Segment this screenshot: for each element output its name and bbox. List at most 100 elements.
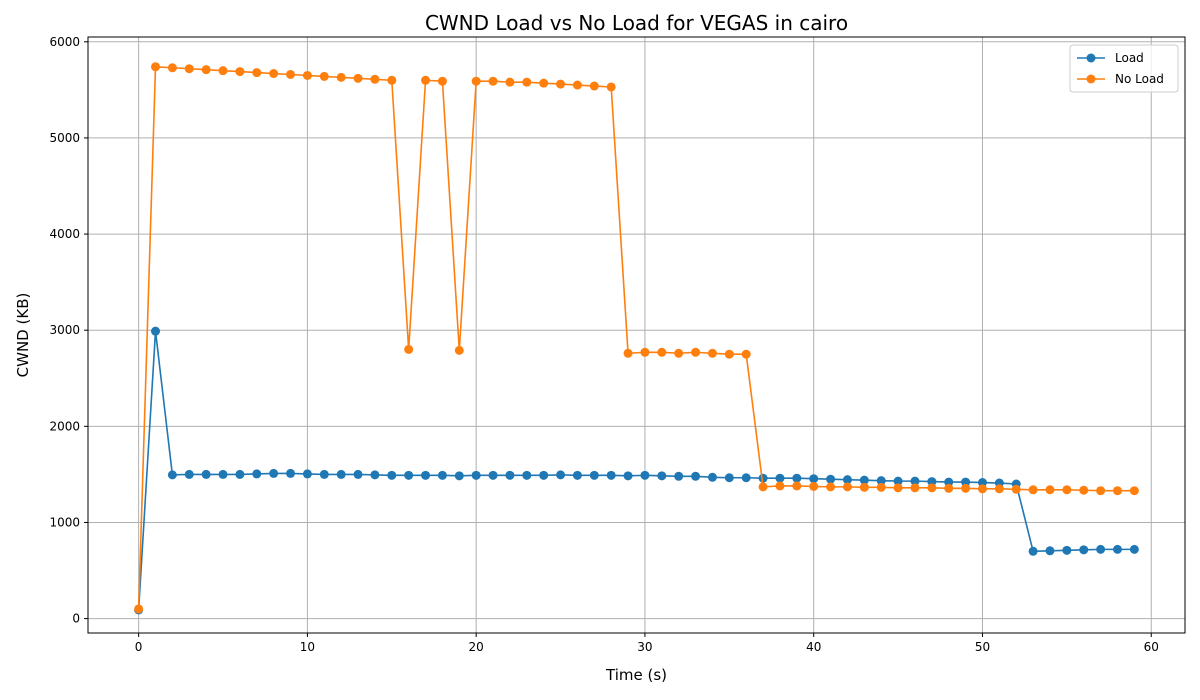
y-tick-label: 2000 (49, 419, 80, 433)
data-point-load (1112, 544, 1122, 554)
data-point-no-load (826, 482, 836, 492)
data-point-no-load (623, 348, 633, 358)
data-point-no-load (893, 483, 903, 493)
data-point-no-load (1062, 485, 1072, 495)
data-point-load (336, 469, 346, 479)
data-point-load (859, 475, 869, 485)
data-point-no-load (539, 78, 549, 88)
data-point-load (370, 470, 380, 480)
data-point-no-load (269, 69, 279, 79)
data-point-load (927, 477, 937, 487)
data-point-no-load (1011, 484, 1021, 494)
data-point-load (539, 470, 549, 480)
data-point-no-load (201, 65, 211, 75)
data-point-load (944, 477, 954, 487)
data-point-load (387, 470, 397, 480)
y-axis-label: CWND (KB) (14, 293, 32, 378)
data-point-load (961, 477, 971, 487)
data-point-no-load (471, 76, 481, 86)
data-point-no-load (387, 75, 397, 85)
data-point-no-load (674, 348, 684, 358)
data-point-no-load (353, 73, 363, 83)
legend-noload-marker (1086, 74, 1096, 84)
data-point-no-load (657, 347, 667, 357)
data-point-load (657, 471, 667, 481)
data-point-load (674, 471, 684, 481)
data-point-load (1062, 545, 1072, 555)
x-tick-label: 60 (1144, 640, 1159, 654)
plot-area-frame (87, 36, 1186, 634)
data-point-no-load (927, 483, 937, 493)
data-point-load (505, 470, 515, 480)
series-no-load (134, 62, 1139, 614)
data-point-load (707, 472, 717, 482)
data-point-load (319, 469, 329, 479)
data-point-load (606, 470, 616, 480)
data-point-load (353, 469, 363, 479)
data-point-no-load (286, 69, 296, 79)
data-point-load (809, 474, 819, 484)
legend: Load No Load (1069, 44, 1179, 93)
data-point-load (286, 468, 296, 478)
series-lines (134, 62, 1139, 615)
data-point-load (758, 473, 768, 483)
x-tick-label: 50 (975, 640, 990, 654)
data-point-load (910, 476, 920, 486)
data-point-no-load (235, 67, 245, 77)
data-point-no-load (336, 72, 346, 82)
data-point-load (1028, 546, 1038, 556)
data-point-no-load (589, 81, 599, 91)
data-point-no-load (302, 70, 312, 80)
x-tick-label: 40 (806, 640, 821, 654)
data-point-no-load (809, 481, 819, 491)
y-tick-label: 4000 (49, 227, 80, 241)
data-point-no-load (454, 345, 464, 355)
data-point-no-load (792, 481, 802, 491)
data-point-no-load (134, 604, 144, 614)
data-point-no-load (842, 482, 852, 492)
data-point-load (572, 470, 582, 480)
data-point-no-load (167, 63, 177, 73)
data-point-load (842, 475, 852, 485)
data-point-load (741, 473, 751, 483)
data-point-load (977, 478, 987, 488)
data-point-load (826, 474, 836, 484)
y-tick-label: 5000 (49, 131, 80, 145)
data-point-load (252, 469, 262, 479)
data-point-load (218, 469, 228, 479)
data-point-load (1045, 546, 1055, 556)
y-tick-label: 1000 (49, 515, 80, 529)
data-point-no-load (775, 481, 785, 491)
data-point-no-load (1112, 486, 1122, 496)
x-tick-label: 10 (300, 640, 315, 654)
data-point-load (302, 469, 312, 479)
data-point-load (691, 471, 701, 481)
data-point-no-load (522, 77, 532, 87)
data-point-load (1129, 544, 1139, 554)
data-point-load (269, 468, 279, 478)
data-point-no-load (421, 75, 431, 85)
data-point-load (404, 470, 414, 480)
data-point-load (421, 470, 431, 480)
data-point-no-load (1079, 485, 1089, 495)
data-point-no-load (1028, 485, 1038, 495)
data-point-no-load (876, 482, 886, 492)
data-point-no-load (437, 76, 447, 86)
chart-title: CWND Load vs No Load for VEGAS in cairo (425, 11, 848, 35)
data-point-no-load (640, 347, 650, 357)
legend-noload-label: No Load (1115, 72, 1164, 86)
data-point-load (589, 470, 599, 480)
series-load (134, 326, 1139, 615)
data-point-load (184, 469, 194, 479)
data-point-no-load (758, 482, 768, 492)
data-point-no-load (556, 79, 566, 89)
data-point-no-load (505, 77, 515, 87)
data-point-no-load (1096, 486, 1106, 496)
x-tick-label: 20 (469, 640, 484, 654)
y-tick-label: 6000 (49, 35, 80, 49)
data-point-no-load (370, 74, 380, 84)
data-point-load (201, 469, 211, 479)
x-tick-label: 30 (637, 640, 652, 654)
data-point-load (1079, 545, 1089, 555)
legend-load-marker (1086, 53, 1096, 63)
